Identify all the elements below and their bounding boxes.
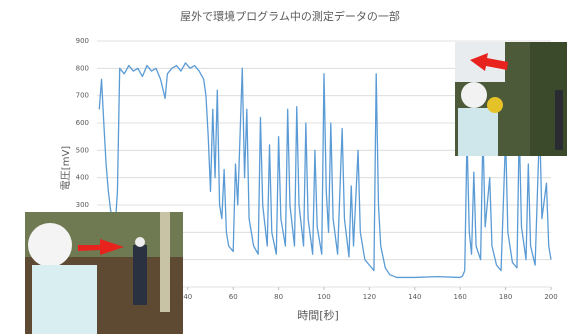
y-tick-label: 700: [76, 92, 89, 100]
x-tick-label: 100: [317, 293, 330, 301]
photo-top-right: [455, 42, 567, 156]
x-tick-label: 200: [544, 293, 557, 301]
photo-person-far: [555, 90, 563, 150]
photo-helmet: [461, 82, 487, 108]
x-tick-label: 60: [229, 293, 238, 301]
y-tick-label: 600: [76, 119, 89, 127]
photo-tree-trunk: [160, 212, 170, 312]
chart-title: 屋外で環境プログラム中の測定データの一部: [180, 9, 400, 23]
chart: 屋外で環境プログラム中の測定データの一部 時間[秒] 電圧[mV] 010020…: [0, 0, 580, 334]
y-axis-label: 電圧[mV]: [60, 146, 72, 190]
x-tick-label: 140: [408, 293, 421, 301]
y-tick-label: 800: [76, 64, 89, 72]
photo-helmet-far: [135, 237, 145, 247]
photo-bottom-left: [25, 212, 183, 334]
x-axis-label: 時間[秒]: [297, 308, 339, 322]
y-tick-label: 900: [76, 37, 89, 45]
y-tick-label: 300: [76, 201, 89, 209]
x-tick-label: 80: [274, 293, 283, 301]
photo-person: [32, 265, 97, 334]
photo-person-far: [133, 245, 147, 305]
photo-helmet-yellow: [487, 97, 503, 113]
y-tick-label: 400: [76, 174, 89, 182]
x-tick-label: 120: [363, 293, 376, 301]
photo-person: [458, 108, 498, 156]
x-tick-label: 180: [499, 293, 512, 301]
x-tick-label: 40: [183, 293, 192, 301]
x-tick-label: 160: [454, 293, 467, 301]
y-tick-label: 500: [76, 146, 89, 154]
photo-helmet: [28, 223, 72, 267]
